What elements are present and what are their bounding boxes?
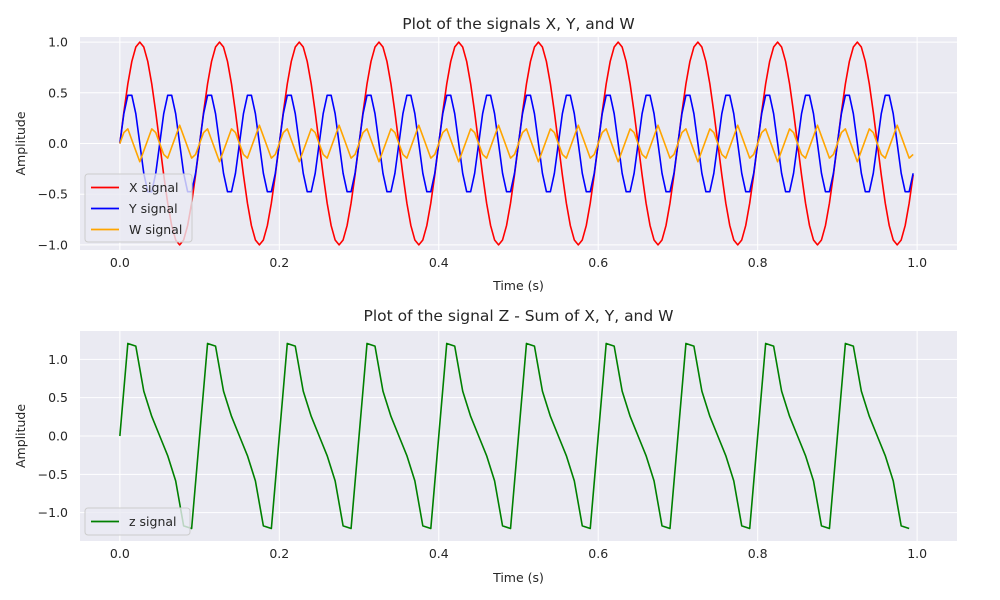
x-tick-label: 0.2: [269, 546, 289, 561]
y-tick-label: 1.0: [48, 352, 68, 367]
y-tick-label: 1.0: [48, 35, 68, 50]
x-axis-label: Time (s): [492, 278, 544, 293]
y-tick-label: −0.5: [38, 187, 68, 202]
subplot-2: 0.0 0.2 0.4 0.6 0.8 1.0 −1.0 −0.5 0.0 0.5 1.0 Plot …: [13, 307, 957, 585]
series-line-w-signal: [119, 124, 914, 163]
series-line-y-signal: [119, 94, 914, 193]
subplot-1: 0.0 0.2 0.4 0.6 0.8 1.0 −1.0 −0.5 0.0 0.5 1.0 Plot …: [13, 15, 957, 293]
series-line-z-signal: [119, 342, 910, 530]
legend-label: W signal: [129, 222, 182, 237]
x-tick-label: 0.8: [748, 255, 768, 270]
legend-box: [84, 173, 193, 243]
legend-label: X signal: [129, 180, 179, 195]
x-tick-label: 0.6: [588, 255, 608, 270]
x-tick-label: 0.0: [110, 546, 130, 561]
x-tick-label: 0.4: [429, 255, 449, 270]
y-tick-label: −1.0: [38, 505, 68, 520]
chart-title: Plot of the signal Z - Sum of X, Y, and …: [364, 307, 674, 325]
y-tick-label: 0.0: [48, 136, 68, 151]
x-axis-label: Time (s): [492, 570, 544, 585]
x-tick-label: 1.0: [907, 255, 927, 270]
y-tick-label: 0.5: [48, 390, 68, 405]
y-tick-label: 0.0: [48, 429, 68, 444]
legend: X signal Y signal W signal: [84, 173, 193, 243]
chart-title: Plot of the signals X, Y, and W: [402, 15, 634, 33]
y-tick-label: −1.0: [38, 237, 68, 252]
legend-label: z signal: [129, 514, 177, 529]
x-tick-label: 0.6: [588, 546, 608, 561]
x-tick-label: 0.4: [429, 546, 449, 561]
y-tick-label: 0.5: [48, 85, 68, 100]
x-tick-label: 0.0: [110, 255, 130, 270]
y-tick-label: −0.5: [38, 467, 68, 482]
y-axis-label: Amplitude: [13, 404, 28, 468]
x-tick-label: 0.2: [269, 255, 289, 270]
legend: z signal: [84, 507, 191, 536]
legend-box: [84, 507, 191, 536]
x-tick-label: 0.8: [748, 546, 768, 561]
x-tick-label: 1.0: [907, 546, 927, 561]
legend-label: Y signal: [128, 201, 178, 216]
y-axis-label: Amplitude: [13, 111, 28, 175]
